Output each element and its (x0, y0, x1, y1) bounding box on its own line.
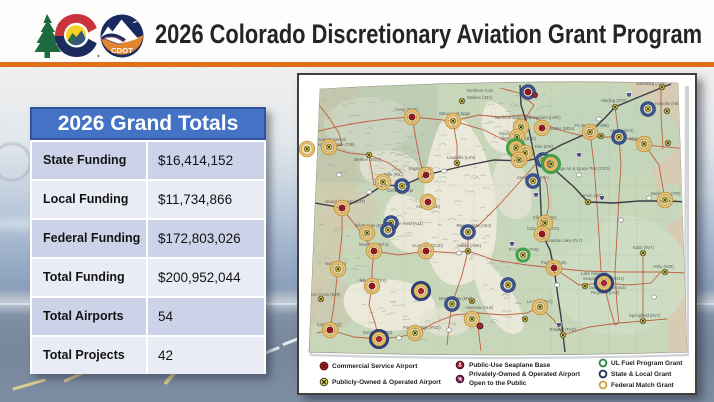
svg-text:Rocky Mtn: Rocky Mtn (499, 131, 519, 136)
svg-text:Dove Creek (8V6): Dove Creek (8V6) (307, 292, 341, 297)
svg-text:Salida (ANK): Salida (ANK) (457, 243, 482, 248)
svg-text:Alamosa (ALS): Alamosa (ALS) (465, 305, 494, 310)
svg-text:Holyoke (HEQ): Holyoke (HEQ) (655, 101, 684, 106)
svg-text:Boulder (BDU): Boulder (BDU) (547, 126, 575, 131)
svg-text:Meadow Lake (FLY): Meadow Lake (FLY) (545, 238, 583, 243)
svg-text:Northern Colo: Northern Colo (467, 88, 494, 93)
svg-text:Lake Meredith: Lake Meredith (581, 271, 608, 276)
svg-text:CDOT: CDOT (111, 46, 133, 55)
svg-text:Blake Field (AJZ): Blake Field (AJZ) (391, 221, 424, 226)
svg-text:Eads (9V7): Eads (9V7) (633, 245, 655, 250)
svg-text:Craig (CAG): Craig (CAG) (395, 107, 419, 112)
svg-text:Buena Vista (AEJ): Buena Vista (AEJ) (457, 223, 492, 228)
svg-text:Front Range Air & Space Port (: Front Range Air & Space Port (CFO) (542, 166, 611, 171)
svg-text:Longmont (LMO): Longmont (LMO) (529, 115, 561, 120)
svg-text:Trinidad (TAD): Trinidad (TAD) (549, 327, 577, 332)
svg-text:Meeker (EEO): Meeker (EEO) (354, 157, 381, 162)
svg-text:Sterling (STK): Sterling (STK) (601, 98, 628, 103)
svg-text:Pagosa Spgs (PSO): Pagosa Spgs (PSO) (403, 325, 441, 330)
svg-text:Northern Colo Rgnl: Northern Colo Rgnl (495, 115, 531, 120)
svg-text:Julesburg (7V8): Julesburg (7V8) (636, 81, 666, 86)
svg-text:Walden (33V): Walden (33V) (467, 95, 493, 100)
svg-text:Aspen (ASE): Aspen (ASE) (416, 204, 441, 209)
svg-text:Springfield (8V7): Springfield (8V7) (629, 313, 661, 318)
svg-text:Leadville (LXV): Leadville (LXV) (447, 155, 476, 160)
svg-text:Limon (LIC): Limon (LIC) (581, 193, 603, 198)
svg-text:Holly (K08): Holly (K08) (653, 264, 674, 269)
svg-text:Westwinds (D17): Westwinds (D17) (355, 223, 387, 228)
svg-text:Eagle (EGE): Eagle (EGE) (409, 166, 433, 171)
svg-text:Rifle (RIL): Rifle (RIL) (384, 172, 403, 177)
svg-text:Erie (EIK): Erie (EIK) (535, 144, 554, 149)
